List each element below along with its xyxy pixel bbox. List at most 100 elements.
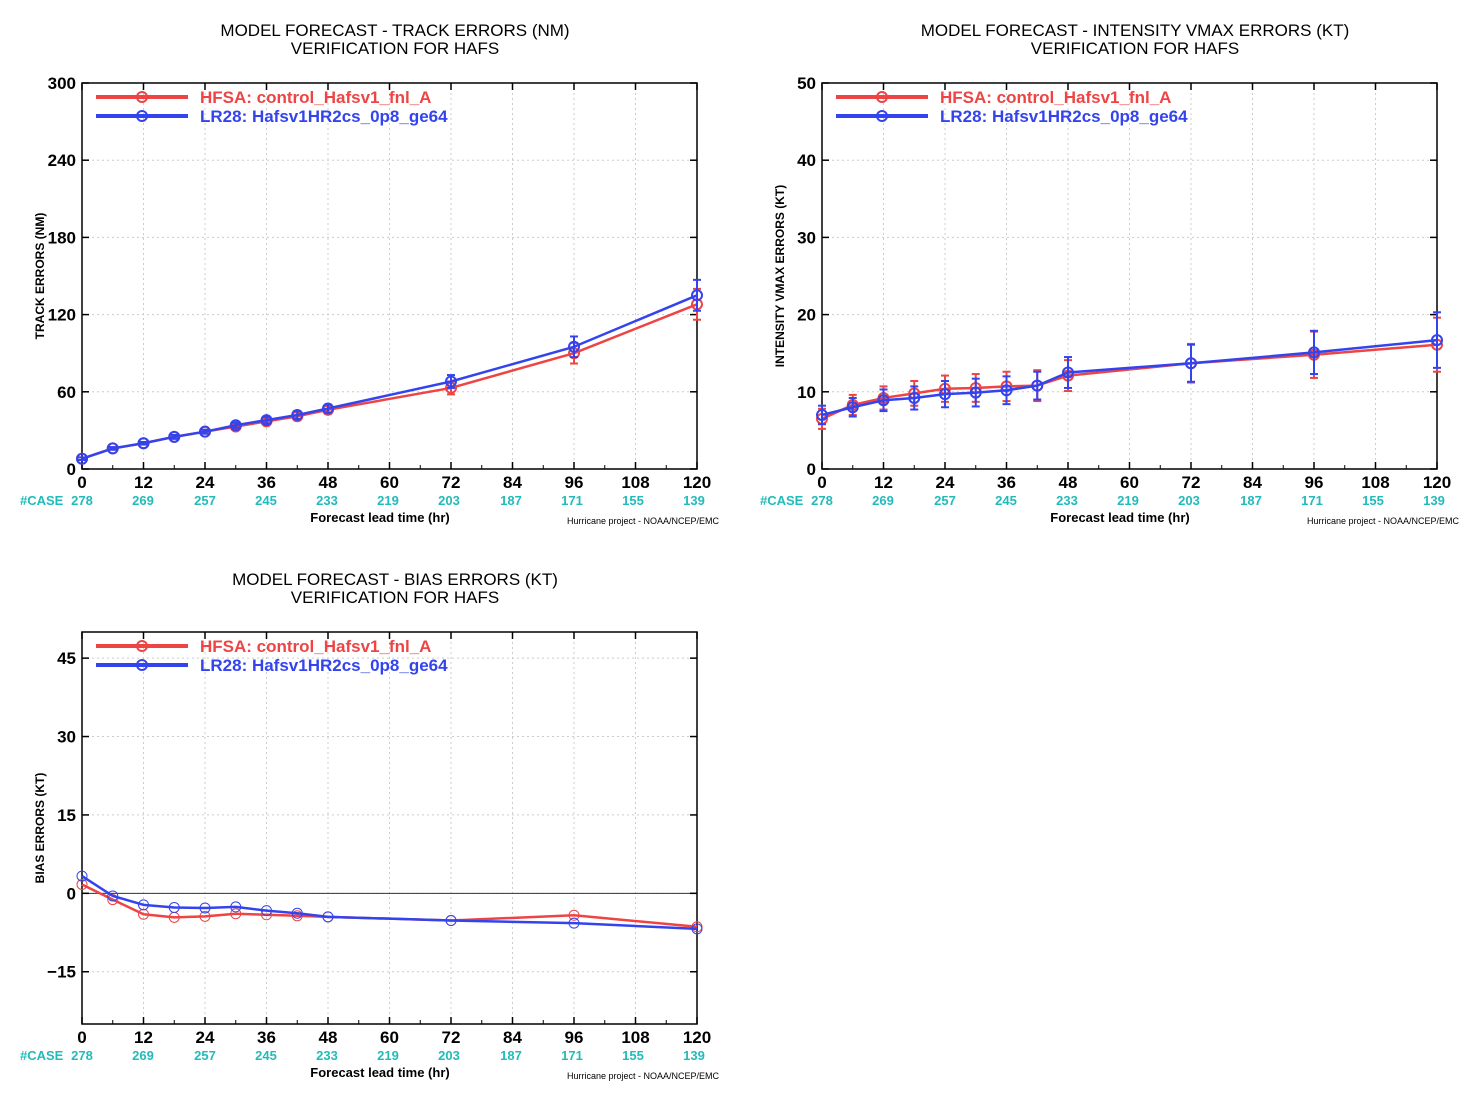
- bias-xtick-label: 24: [196, 1028, 215, 1047]
- bias-xtick-label: 36: [257, 1028, 276, 1047]
- track-data-point: [137, 437, 150, 450]
- bias-xtick-label: 72: [442, 1028, 461, 1047]
- bias-case-count: 155: [622, 1048, 644, 1063]
- track-case-count: 171: [561, 493, 583, 508]
- track-chart: MODEL FORECAST - TRACK ERRORS (NM)VERIFI…: [20, 21, 719, 526]
- bias-xtick-label: 84: [503, 1028, 522, 1047]
- vmax-data-point: [877, 394, 890, 407]
- track-series-lr28: [76, 278, 703, 465]
- vmax-data-point: [1308, 346, 1320, 359]
- track-data-point: [76, 452, 88, 465]
- bias-legend-label: LR28: Hafsv1HR2cs_0p8_ge64: [200, 656, 448, 675]
- bias-data-point: [322, 911, 334, 923]
- bias-legend-label: HFSA: control_Hafsv1_fnl_A: [200, 637, 431, 656]
- track-legend-marker: [136, 110, 148, 122]
- vmax-subtitle: VERIFICATION FOR HAFS: [1031, 39, 1239, 58]
- track-ytick-label: 240: [48, 151, 76, 170]
- bias-data-point: [445, 915, 457, 927]
- vmax-xtick-label: 24: [936, 473, 955, 492]
- bias-xtick-label: 12: [134, 1028, 153, 1047]
- track-legend-label: LR28: Hafsv1HR2cs_0p8_ge64: [200, 107, 448, 126]
- track-ytick-label: 120: [48, 306, 76, 325]
- vmax-ytick-label: 30: [797, 228, 816, 247]
- bias-case-count: 187: [500, 1048, 522, 1063]
- vmax-chart: MODEL FORECAST - INTENSITY VMAX ERRORS (…: [760, 21, 1459, 526]
- bias-case-count: 171: [561, 1048, 583, 1063]
- bias-title: MODEL FORECAST - BIAS ERRORS (KT): [232, 570, 558, 589]
- vmax-title: MODEL FORECAST - INTENSITY VMAX ERRORS (…: [921, 21, 1350, 40]
- track-ytick-label: 60: [57, 383, 76, 402]
- track-credit: Hurricane project - NOAA/NCEP/EMC: [567, 516, 720, 526]
- vmax-legend-marker: [876, 91, 888, 103]
- vmax-data-point: [1031, 379, 1044, 392]
- track-grid: [82, 83, 697, 469]
- track-xtick-label: 84: [503, 473, 522, 492]
- vmax-legend-label: LR28: Hafsv1HR2cs_0p8_ge64: [940, 107, 1188, 126]
- track-case-count: 233: [316, 493, 338, 508]
- track-case-count: 245: [255, 493, 277, 508]
- track-ylabel: TRACK ERRORS (NM): [33, 213, 47, 340]
- track-legend-label: HFSA: control_Hafsv1_fnl_A: [200, 88, 431, 107]
- vmax-legend-label: HFSA: control_Hafsv1_fnl_A: [940, 88, 1171, 107]
- vmax-xtick-label: 96: [1305, 473, 1324, 492]
- vmax-case-count: 245: [995, 493, 1017, 508]
- vmax-ytick-label: 0: [807, 460, 816, 479]
- track-legend-marker: [136, 91, 148, 103]
- track-case-count: 219: [377, 493, 399, 508]
- vmax-case-count: 187: [1240, 493, 1262, 508]
- bias-data-point: [76, 870, 88, 882]
- bias-case-count: 139: [683, 1048, 705, 1063]
- bias-case-label: #CASE: [20, 1048, 64, 1063]
- bias-series-line: [81, 883, 698, 929]
- bias-subtitle: VERIFICATION FOR HAFS: [291, 588, 499, 607]
- bias-data-point: [76, 878, 88, 890]
- bias-case-count: 219: [377, 1048, 399, 1063]
- track-data-point: [322, 402, 334, 415]
- vmax-legend-marker: [876, 110, 888, 122]
- bias-data-point: [168, 901, 180, 913]
- track-data-point: [260, 414, 273, 427]
- vmax-xtick-label: 36: [997, 473, 1016, 492]
- track-data-point: [691, 289, 703, 302]
- vmax-data-point: [816, 408, 828, 421]
- bias-data-point: [291, 907, 303, 919]
- vmax-ytick-label: 50: [797, 74, 816, 93]
- track-case-count: 269: [132, 493, 154, 508]
- track-ytick-label: 0: [67, 460, 76, 479]
- track-case-count: 257: [194, 493, 216, 508]
- vmax-ytick-label: 20: [797, 306, 816, 325]
- vmax-data-point: [908, 391, 921, 404]
- bias-credit: Hurricane project - NOAA/NCEP/EMC: [567, 1071, 720, 1081]
- bias-data-point: [568, 917, 580, 929]
- bias-data-point: [199, 910, 211, 922]
- bias-xtick-label: 60: [380, 1028, 399, 1047]
- bias-case-count: 233: [316, 1048, 338, 1063]
- vmax-ylabel: INTENSITY VMAX ERRORS (KT): [773, 185, 787, 367]
- vmax-case-count: 257: [934, 493, 956, 508]
- bias-ytick-label: 0: [67, 884, 76, 903]
- track-xtick-label: 36: [257, 473, 276, 492]
- track-xtick-label: 48: [319, 473, 338, 492]
- bias-ytick-label: 30: [57, 728, 76, 747]
- track-data-point: [568, 340, 580, 353]
- track-xtick-label: 24: [196, 473, 215, 492]
- vmax-data-point: [1185, 357, 1197, 370]
- bias-xtick-label: 120: [683, 1028, 711, 1047]
- vmax-xtick-label: 72: [1182, 473, 1201, 492]
- track-case-count: 278: [71, 493, 93, 508]
- vmax-data-point: [969, 386, 982, 399]
- track-subtitle: VERIFICATION FOR HAFS: [291, 39, 499, 58]
- vmax-case-label: #CASE: [760, 493, 804, 508]
- track-data-point: [445, 375, 457, 388]
- track-data-point: [106, 442, 119, 455]
- vmax-case-count: 278: [811, 493, 833, 508]
- track-data-point: [291, 408, 304, 421]
- track-case-count: 203: [438, 493, 460, 508]
- track-xtick-label: 0: [77, 473, 86, 492]
- bias-ylabel: BIAS ERRORS (KT): [33, 773, 47, 884]
- bias-case-count: 203: [438, 1048, 460, 1063]
- vmax-xtick-label: 0: [817, 473, 826, 492]
